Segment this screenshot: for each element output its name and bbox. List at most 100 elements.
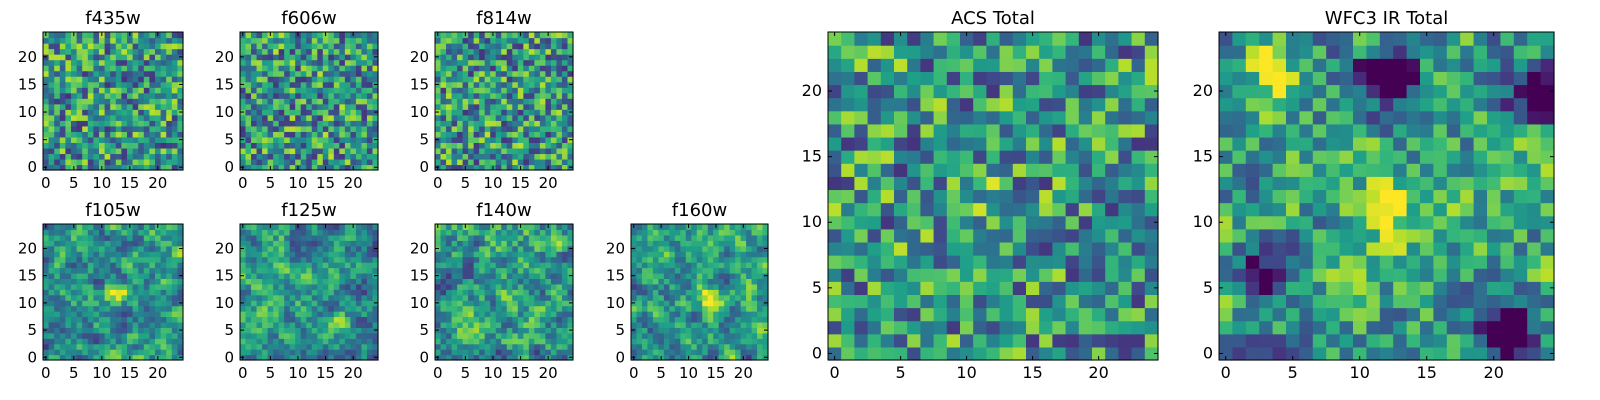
heatmap-cell [121,294,128,301]
heatmap-cell [76,92,83,99]
heatmap-cell [366,251,374,258]
heatmap-cell [251,262,258,269]
heatmap-cell [149,48,156,55]
heatmap-cell [177,240,184,247]
heatmap-cell [273,251,280,258]
heatmap-cell [556,109,563,116]
heatmap-cell [350,103,357,110]
heatmap-cell [567,147,574,155]
heatmap-cell [82,92,89,99]
heatmap-cell [506,272,513,279]
heatmap-cell [251,142,258,149]
heatmap-cell [295,76,302,83]
heatmap-cell [1078,255,1093,269]
heatmap-cell [1078,241,1093,256]
heatmap-cell [110,283,117,290]
heatmap-cell [311,125,318,132]
heatmap-cell [841,346,855,361]
heatmap-cell [251,251,258,258]
heatmap-cell [87,103,94,110]
heatmap-cell [361,349,368,356]
heatmap-cell [149,70,156,77]
heatmap-cell [556,311,563,318]
heatmap-cell [550,229,558,236]
heatmap-cell [245,87,252,94]
heatmap-cell [506,262,513,269]
heatmap-cell [143,48,150,55]
heatmap-cell [355,103,363,110]
heatmap-cell [663,321,670,328]
heatmap-cell [501,224,508,231]
heatmap-cell [82,136,89,143]
heatmap-cell [76,321,83,328]
heatmap-cell [267,87,274,94]
heatmap-cell [512,332,519,339]
heatmap-cell [59,224,66,231]
heatmap-cell [523,147,530,155]
heatmap-cell [295,327,302,334]
heatmap-cell [495,267,502,274]
heatmap-cell [446,338,453,345]
heatmap-cell [328,153,335,160]
heatmap-cell [262,158,269,166]
heatmap-cell [344,294,351,301]
heatmap-cell [435,278,442,285]
heatmap-cell [451,294,458,301]
heatmap-cell [76,98,83,105]
heatmap-cell [685,229,692,236]
heatmap-cell [484,229,491,236]
heatmap-cell [284,283,291,290]
heatmap-cell [93,272,100,279]
heatmap-cell [751,338,758,345]
heatmap-cell [76,327,83,334]
heatmap-cell [93,131,100,138]
heatmap-cell [149,256,156,263]
heatmap-cell [54,142,61,149]
heatmap-cell [284,147,291,155]
heatmap-cell [556,103,563,110]
heatmap-cell [76,349,83,356]
heatmap-cell [59,289,66,296]
heatmap-cell [361,300,368,307]
heatmap-cell [462,65,469,72]
heatmap-cell [669,251,676,258]
heatmap-cell [333,98,340,105]
heatmap-cell [517,125,524,132]
heatmap-cell [295,251,302,258]
heatmap-cell [479,70,486,77]
heatmap-cell [93,311,100,318]
heatmap-cell [54,147,61,155]
heatmap-cell [82,32,89,39]
heatmap-cell [355,158,363,166]
heatmap-cell [457,32,464,39]
heatmap-cell [567,289,574,296]
heatmap-cell [43,267,50,274]
heatmap-cell [59,65,66,72]
heatmap-cell [867,215,882,230]
heatmap-cell [366,267,374,274]
heatmap-cell [104,267,111,274]
heatmap-cell [512,65,519,72]
heatmap-cell [59,114,66,121]
heatmap-cell [273,321,280,328]
heatmap-cell [490,272,497,279]
heatmap-cell [76,278,83,285]
heatmap-cell [680,234,687,241]
heatmap-cell [718,240,725,247]
heatmap-cell [82,114,89,121]
heatmap-cell [473,81,480,88]
heatmap-cell [894,294,908,309]
heatmap-cell [490,240,497,247]
heatmap-cell [462,142,469,149]
heatmap-cell [435,43,442,50]
heatmap-cell [322,294,329,301]
heatmap-cell [361,289,368,296]
heatmap-cell [880,189,895,204]
heatmap-cell [300,120,307,127]
heatmap-cell [920,281,935,295]
heatmap-cell [631,343,638,350]
heatmap-cell [479,76,486,83]
heatmap-cell [550,267,558,274]
